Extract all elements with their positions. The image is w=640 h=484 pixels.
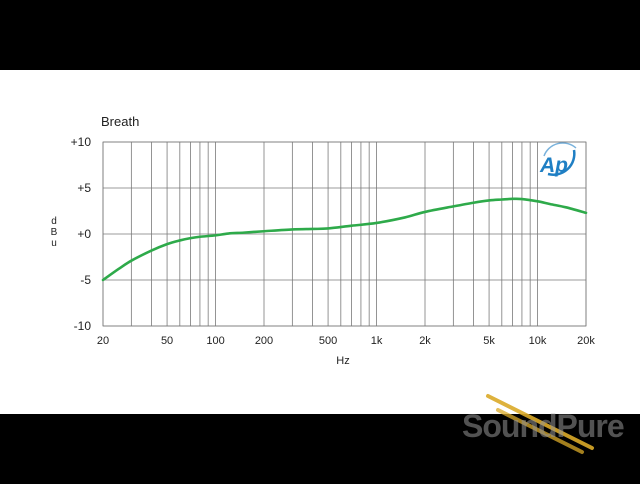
frequency-response-chart: Breath 20 50 100 200 500 1k 2k 5k 10k 20k +10 +5 +0 -…	[51, 114, 596, 367]
x-tick-label: 50	[161, 335, 173, 347]
drumsticks-icon	[486, 394, 594, 454]
chart-panel: Breath 20 50 100 200 500 1k 2k 5k 10k 20k +10 +5 +0 -…	[0, 70, 640, 414]
x-tick-label: 100	[206, 335, 224, 347]
axis-ticks: 20 50 100 200 500 1k 2k 5k 10k 20k +10 +5 +0 -5 -10	[71, 135, 596, 347]
watermark-text: SoundPure	[462, 408, 625, 444]
plot-border	[102, 141, 587, 327]
x-tick-label: 200	[255, 335, 273, 347]
x-tick-label: 1k	[371, 335, 383, 347]
x-tick-label: 10k	[529, 335, 547, 347]
y-axis-label-char: d	[51, 216, 57, 227]
x-tick-label: 20	[97, 335, 109, 347]
logo-swoosh-top	[543, 142, 577, 157]
logo-swoosh	[547, 149, 576, 176]
response-curve	[101, 197, 588, 282]
x-axis-label: Hz	[336, 355, 349, 367]
logo-text: Ap	[539, 154, 568, 177]
y-tick-label: +10	[71, 135, 92, 149]
x-tick-label: 5k	[483, 335, 495, 347]
x-tick-label: 20k	[577, 335, 595, 347]
y-tick-label: -5	[80, 273, 91, 287]
x-tick-label: 500	[319, 335, 337, 347]
y-tick-label: +0	[77, 227, 91, 241]
y-axis-label-char: u	[51, 238, 57, 249]
ap-logo: Ap	[539, 142, 577, 177]
y-axis-label: dBu	[51, 216, 58, 249]
chart-title: Breath	[101, 114, 139, 129]
y-tick-label: -10	[74, 319, 92, 333]
soundpure-watermark: SoundPure	[462, 392, 625, 462]
series	[101, 197, 588, 282]
x-tick-label: 2k	[419, 335, 431, 347]
y-tick-label: +5	[77, 181, 91, 195]
y-axis-label-char: B	[51, 227, 58, 238]
grid	[102, 141, 587, 327]
